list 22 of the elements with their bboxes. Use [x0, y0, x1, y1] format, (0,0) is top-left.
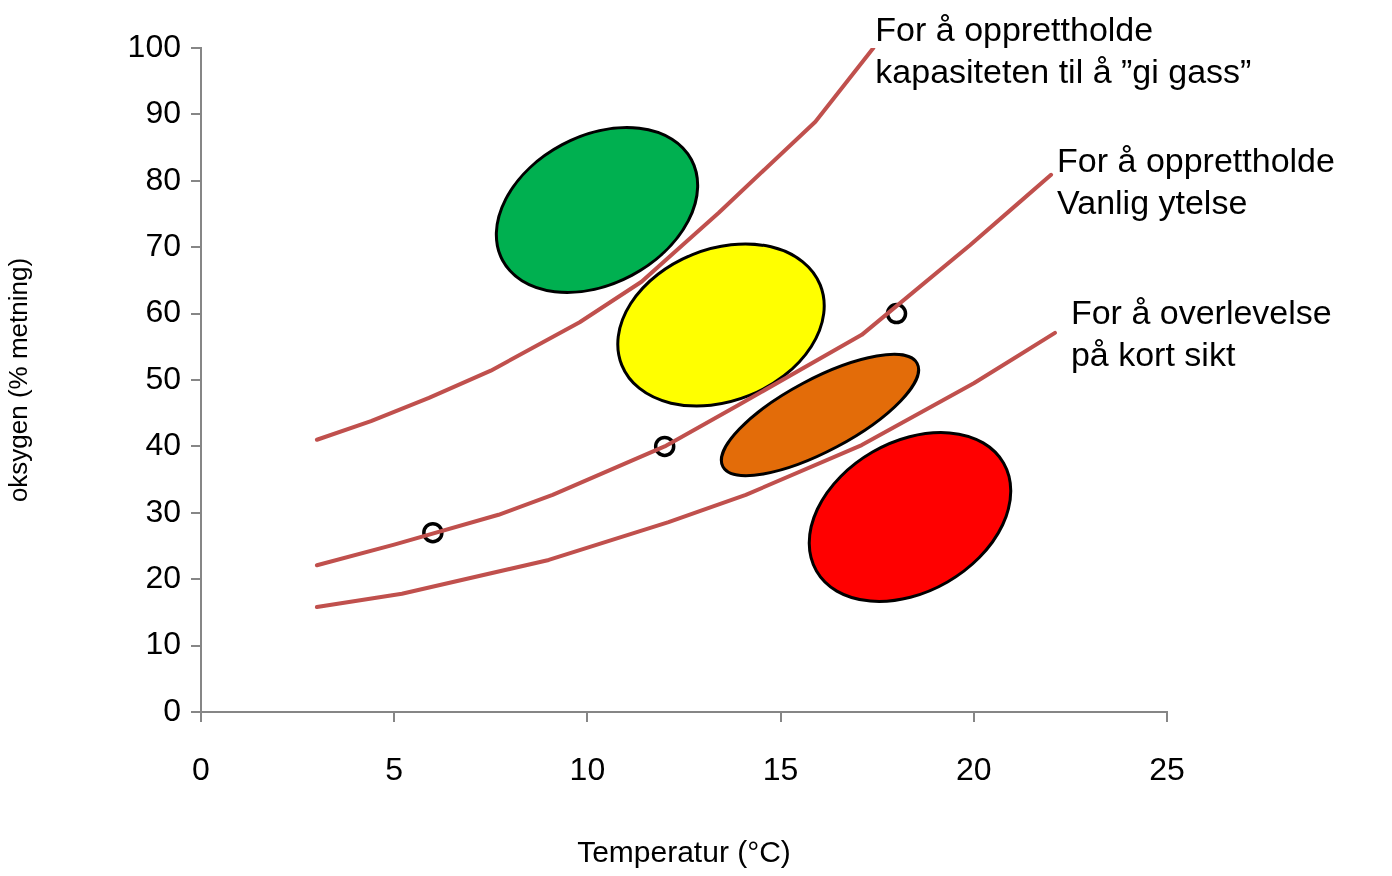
x-tick-label: 15	[762, 751, 799, 788]
y-tick-label: 70	[145, 227, 181, 264]
y-tick-label: 60	[145, 293, 181, 330]
annotation: For å overlevelse på kort sikt	[1070, 291, 1333, 375]
y-tick-label: 20	[145, 559, 181, 596]
y-tick-label: 80	[145, 160, 181, 197]
x-axis-title: Temperatur (°C)	[577, 835, 791, 869]
x-tick-label: 0	[192, 751, 210, 788]
y-tick-label: 0	[163, 691, 181, 728]
x-tick-label: 10	[569, 751, 606, 788]
y-tick-label: 10	[145, 625, 181, 662]
y-tick-label: 50	[145, 359, 181, 396]
y-tick-label: 40	[145, 426, 181, 463]
annotation: For å opprettholde Vanlig ytelse	[1057, 139, 1336, 223]
y-tick-label: 30	[145, 492, 181, 529]
x-tick-label: 5	[385, 751, 404, 788]
y-axis-title: oksygen (% metning)	[2, 257, 33, 503]
y-tick-label: 90	[145, 94, 181, 131]
annotation: For å opprettholde kapasiteten til å ”gi gass”	[875, 9, 1253, 92]
x-tick-label: 20	[956, 751, 992, 788]
x-tick-label: 25	[1149, 751, 1185, 788]
y-tick-label: 100	[127, 27, 181, 64]
